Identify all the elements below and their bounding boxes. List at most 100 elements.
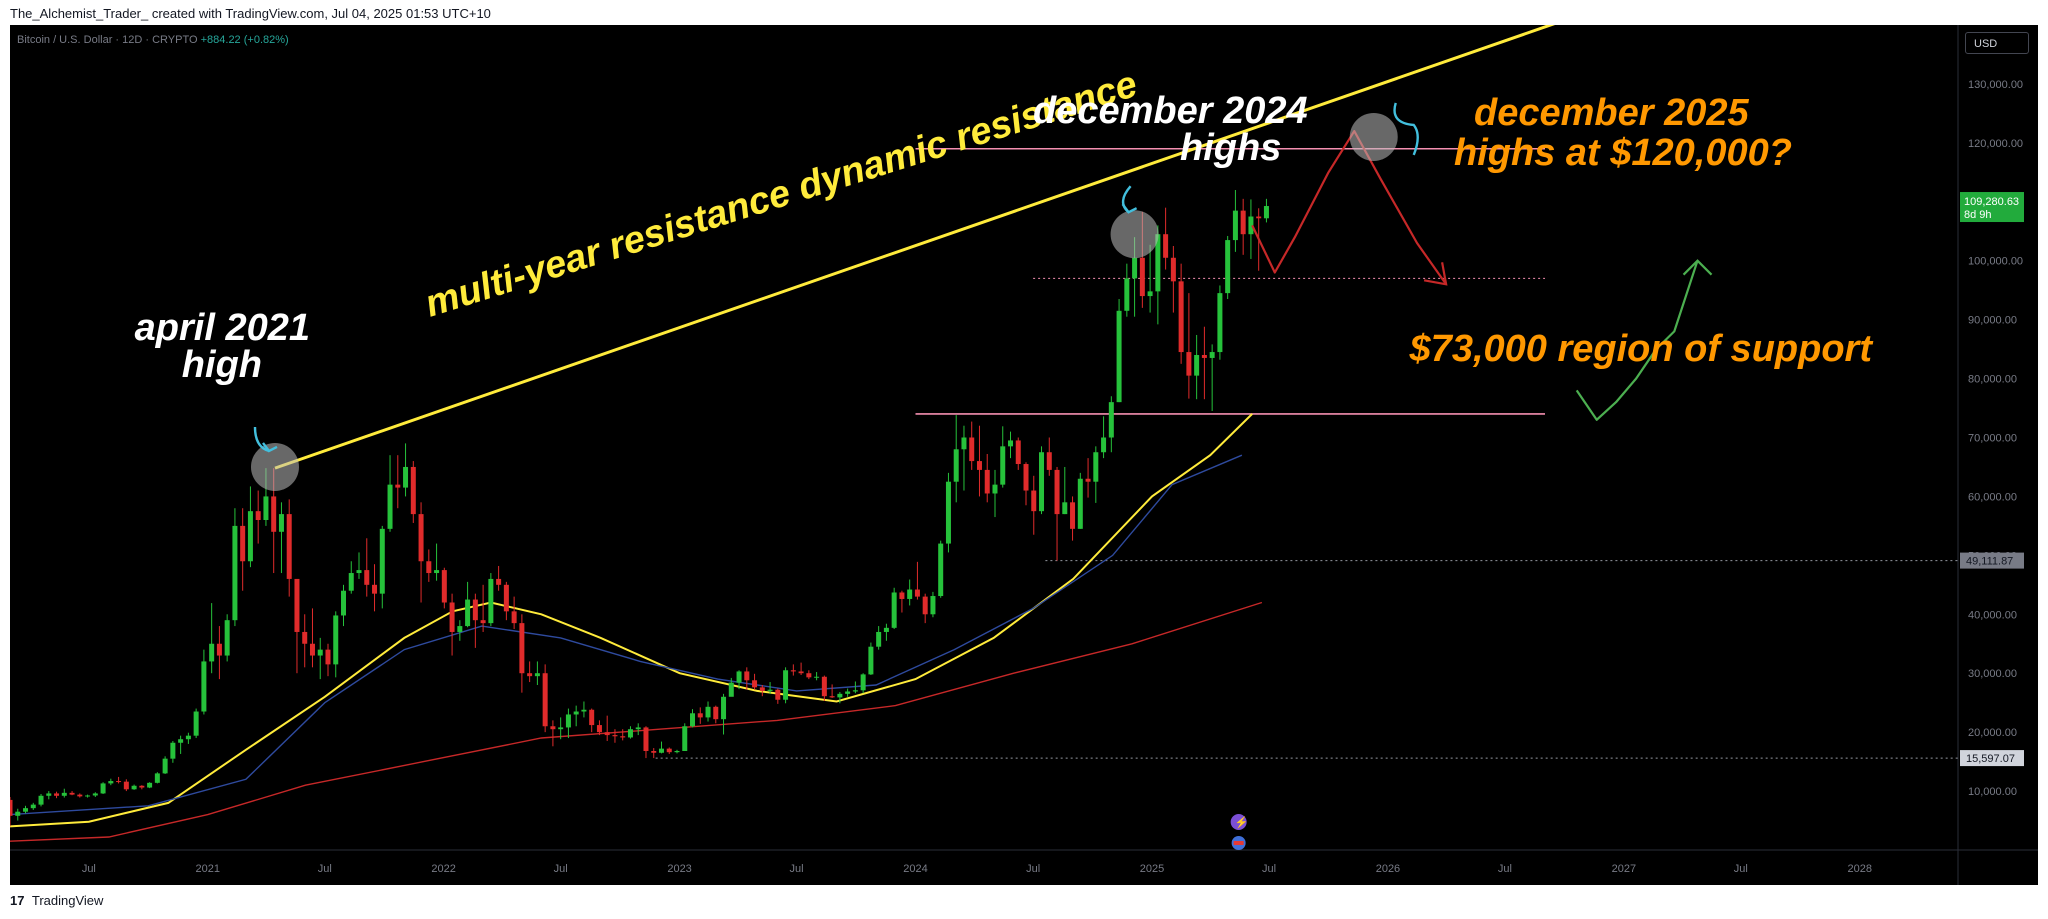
- candle: [775, 688, 781, 704]
- candle: [752, 673, 758, 690]
- pointer-arrow-dec2024-head: [1121, 203, 1138, 214]
- candle: [123, 779, 129, 792]
- candle: [356, 552, 362, 579]
- candle: [418, 502, 424, 603]
- candle: [395, 455, 401, 509]
- candle-body: [278, 514, 284, 532]
- candle-body: [434, 570, 440, 574]
- event-flag-icon-stripe: [1233, 841, 1244, 845]
- candle-body: [1147, 291, 1153, 297]
- candle-body: [46, 793, 52, 796]
- candle: [907, 579, 913, 606]
- candle-body: [759, 687, 765, 691]
- candle-body: [899, 592, 905, 599]
- candle: [131, 784, 137, 790]
- candle: [325, 643, 331, 677]
- candle: [1101, 416, 1107, 459]
- symbol-name: Bitcoin / U.S. Dollar · 12D · CRYPTO: [17, 34, 198, 46]
- candle-body: [85, 795, 91, 797]
- current-price-label: 109,280.63: [1964, 196, 2019, 208]
- candle-body: [147, 782, 153, 788]
- candle: [116, 776, 122, 784]
- candle: [449, 593, 455, 656]
- candle-body: [938, 543, 944, 597]
- chart-area[interactable]: 10,000.0020,000.0030,000.0040,000.0050,0…: [10, 25, 2038, 885]
- x-tick-label: 2023: [667, 863, 691, 875]
- candle-body: [1209, 352, 1215, 358]
- candle-body: [154, 773, 160, 783]
- candle: [426, 549, 432, 582]
- symbol-legend: Bitcoin / U.S. Dollar · 12D · CRYPTO +88…: [17, 34, 289, 46]
- candle: [193, 708, 199, 739]
- candle: [868, 642, 874, 675]
- candle-body: [1093, 452, 1099, 482]
- candle: [10, 796, 13, 827]
- candle-body: [1116, 310, 1122, 403]
- candle-body: [589, 709, 595, 726]
- candle-body: [10, 799, 13, 816]
- candle-body: [1225, 240, 1231, 294]
- candle-body: [54, 793, 60, 796]
- candle-body: [348, 573, 354, 591]
- candle: [876, 626, 882, 650]
- candle: [1263, 198, 1269, 223]
- candle: [69, 791, 75, 796]
- annotation-april-2021-high: high: [182, 344, 262, 386]
- candle: [814, 672, 820, 681]
- attribution-bar: The_Alchemist_Trader_ created with Tradi…: [10, 6, 491, 21]
- candle-body: [728, 682, 734, 697]
- candle: [1240, 198, 1246, 255]
- candle-body: [976, 461, 982, 470]
- candle: [767, 682, 773, 694]
- candle: [883, 623, 889, 641]
- candle: [1201, 326, 1207, 400]
- candle: [1170, 245, 1176, 313]
- x-tick-label: Jul: [1734, 863, 1748, 875]
- candle-body: [1108, 402, 1114, 438]
- projection-arrowhead-green: [1682, 259, 1713, 276]
- candle-body: [356, 570, 362, 574]
- candle: [333, 611, 339, 678]
- candle-body: [627, 729, 633, 738]
- candle: [1077, 472, 1083, 529]
- currency-selector[interactable]: USD: [1965, 32, 2029, 54]
- candle-body: [465, 599, 471, 627]
- candle-body: [744, 671, 750, 681]
- candle-body: [379, 528, 385, 594]
- candle: [1209, 344, 1215, 411]
- price-chart[interactable]: 10,000.0020,000.0030,000.0040,000.0050,0…: [10, 25, 2038, 885]
- candle: [589, 708, 595, 733]
- candle: [914, 561, 920, 600]
- annotation-december-2025-target: highs at $120,000?: [1454, 132, 1792, 174]
- candle-body: [1163, 234, 1169, 258]
- candle-body: [790, 670, 796, 672]
- candle-body: [945, 481, 951, 544]
- candle: [38, 794, 44, 807]
- candle: [488, 573, 494, 627]
- x-tick-label: Jul: [1498, 863, 1512, 875]
- candle-body: [441, 570, 447, 603]
- candle: [480, 584, 486, 632]
- candle-body: [69, 792, 75, 795]
- candle: [821, 675, 827, 701]
- candle-body: [721, 696, 727, 720]
- candle-body: [216, 643, 222, 656]
- candle: [1000, 426, 1006, 488]
- candle: [1124, 263, 1130, 317]
- candle: [744, 667, 750, 690]
- candle: [612, 729, 618, 743]
- candle: [992, 469, 998, 518]
- candle: [46, 791, 52, 800]
- candle: [240, 508, 246, 591]
- candle-body: [581, 709, 587, 712]
- candle: [340, 584, 346, 627]
- candle: [581, 701, 587, 718]
- candle: [899, 590, 905, 613]
- candle: [185, 732, 191, 744]
- candle: [472, 593, 478, 648]
- pointer-arrow-dec2025: [1393, 102, 1419, 156]
- candle-body: [340, 590, 346, 616]
- candle: [643, 726, 649, 759]
- candle-body: [108, 781, 114, 784]
- candle-body: [1132, 257, 1138, 279]
